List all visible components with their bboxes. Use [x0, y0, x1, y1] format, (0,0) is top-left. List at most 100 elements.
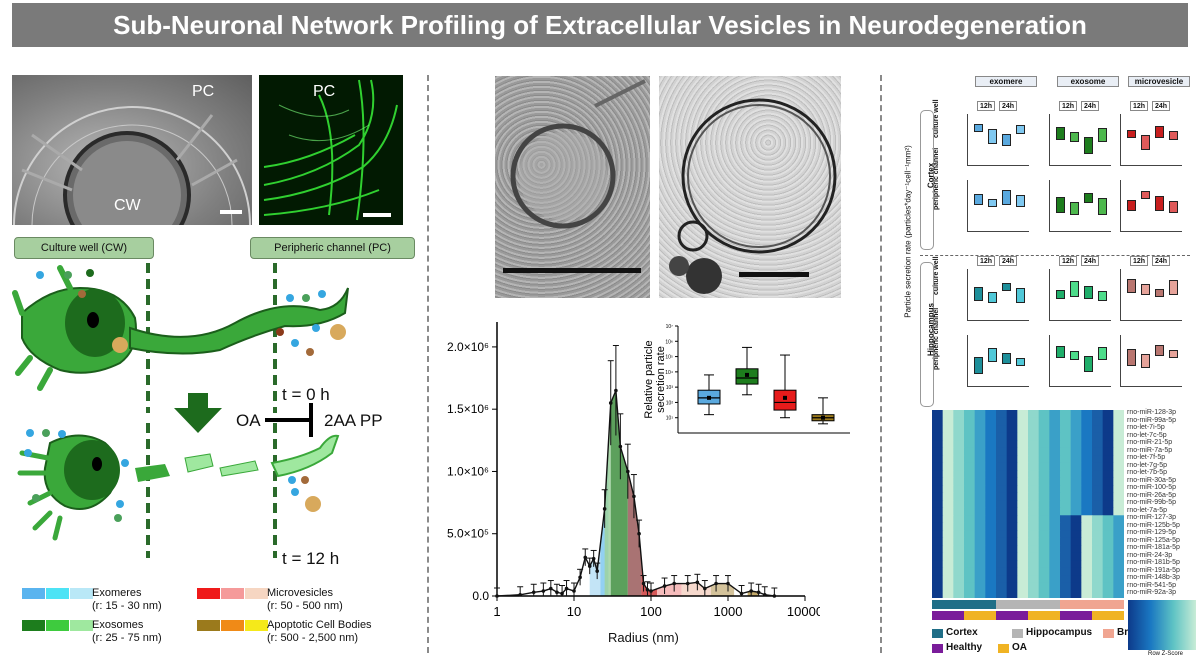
heatmap-cell	[953, 417, 965, 426]
heatmap-cell	[1092, 522, 1104, 531]
heatmap-cell	[932, 440, 944, 449]
mini-box	[1056, 127, 1065, 140]
heatmap-cell	[932, 492, 944, 501]
mini-box	[988, 292, 997, 303]
heatmap-cell	[932, 522, 944, 531]
mini-box	[1141, 354, 1150, 368]
inhibitor-label: 2AA PP	[324, 411, 383, 430]
time-label-12h: t = 12 h	[282, 549, 340, 568]
heatmap-cell	[1092, 470, 1104, 479]
separator-dashed	[920, 255, 1190, 256]
heatmap-cell	[964, 500, 976, 509]
box-body	[773, 389, 797, 411]
heatmap-cell	[932, 560, 944, 569]
heatmap-cell	[985, 462, 997, 471]
heatmap-cell	[974, 545, 986, 554]
heatmap-cell	[964, 575, 976, 584]
heatmap-cell	[1006, 485, 1018, 494]
mini-box	[1056, 346, 1065, 358]
heatmap-cell	[1113, 575, 1124, 584]
heatmap-cell	[1049, 410, 1061, 419]
heatmap-cell	[1113, 485, 1124, 494]
heatmap-cell	[942, 455, 954, 464]
brightfield-drawing	[13, 106, 251, 225]
heatmap-cell	[932, 552, 944, 561]
mirna-label: rno-let-7f-5p	[1127, 454, 1166, 462]
heatmap-cell	[1060, 567, 1072, 576]
heatmap-cell	[1081, 530, 1093, 539]
heatmap-cell	[1049, 507, 1061, 516]
time-header: 12h	[1130, 101, 1148, 111]
mirna-label: rno-miR-7a-5p	[1127, 446, 1173, 454]
legend-range: (r: 500 - 2,500 nm)	[267, 632, 359, 644]
color-scale-label: Row Z-Score	[1148, 651, 1184, 657]
heatmap-cell	[1092, 507, 1104, 516]
mirna-label: rno-miR-541-5p	[1127, 581, 1177, 589]
heatmap-cell	[964, 470, 976, 479]
heatmap-cell	[1028, 552, 1040, 561]
heatmap-cell	[1006, 440, 1018, 449]
heatmap-cell	[953, 455, 965, 464]
size-band-area	[681, 582, 711, 596]
heatmap-cell	[942, 575, 954, 584]
heatmap-cell	[1060, 485, 1072, 494]
annotation-bar-region	[996, 600, 1060, 609]
mini-box	[1169, 131, 1178, 140]
heatmap-cell	[1102, 500, 1114, 509]
heatmap-cell	[1060, 462, 1072, 471]
heatmap-cell	[1113, 500, 1124, 509]
column-header: exosome	[1057, 76, 1119, 87]
heatmap-cell	[1006, 410, 1018, 419]
data-point	[549, 586, 553, 591]
legend-swatch	[46, 588, 69, 599]
box-y-tick-label: 10¹	[666, 416, 674, 422]
x-tick-label: 1	[493, 604, 500, 619]
heatmap-cell	[1028, 560, 1040, 569]
heatmap-cell	[996, 530, 1008, 539]
legend-swatch	[1103, 629, 1114, 638]
data-point	[726, 581, 730, 586]
mini-box	[1127, 349, 1136, 366]
legend-name: Exosomes	[92, 619, 144, 631]
heatmap-cell	[932, 455, 944, 464]
mini-box	[1098, 347, 1107, 360]
heatmap-cell	[932, 462, 944, 471]
time-header: 24h	[1081, 256, 1099, 266]
heatmap-cell	[1006, 575, 1018, 584]
heatmap-cell	[932, 567, 944, 576]
heatmap-cell	[1092, 560, 1104, 569]
mini-box	[1098, 291, 1107, 301]
annotation-bar-condition	[1028, 611, 1060, 620]
heatmap-cell	[1049, 575, 1061, 584]
heatmap-cell	[1038, 462, 1050, 471]
heatmap-cell	[1060, 417, 1072, 426]
mini-box	[988, 348, 997, 362]
heatmap-cell	[1081, 462, 1093, 471]
mirna-label: rno-miR-100-5p	[1127, 484, 1177, 492]
x-tick-label: 10000	[787, 604, 820, 619]
heatmap-cell	[942, 530, 954, 539]
heatmap-cell	[1006, 455, 1018, 464]
heatmap-cell	[996, 455, 1008, 464]
legend-label: Healthy	[946, 642, 983, 653]
heatmap-cell	[1038, 492, 1050, 501]
legend-range: (r: 50 - 500 nm)	[267, 600, 343, 612]
mini-box	[1084, 137, 1093, 154]
heatmap-cell	[1017, 470, 1029, 479]
box-y-tick-label: 10⁴	[665, 370, 673, 376]
data-point	[645, 587, 650, 592]
heatmap-cell	[1102, 447, 1114, 456]
heatmap-cell	[1092, 545, 1104, 554]
heatmap-cell	[1006, 590, 1018, 598]
data-point	[564, 586, 569, 591]
data-point	[695, 580, 700, 585]
heatmap-cell	[1038, 567, 1050, 576]
heatmap-cell	[1092, 492, 1104, 501]
heatmap-cell	[985, 410, 997, 419]
heatmap-cell	[1017, 530, 1029, 539]
heatmap-cell	[1017, 410, 1029, 419]
heatmap-cell	[1102, 537, 1114, 546]
heatmap-cell	[985, 492, 997, 501]
heatmap-cell	[1060, 590, 1072, 598]
heatmap-cell	[1038, 522, 1050, 531]
